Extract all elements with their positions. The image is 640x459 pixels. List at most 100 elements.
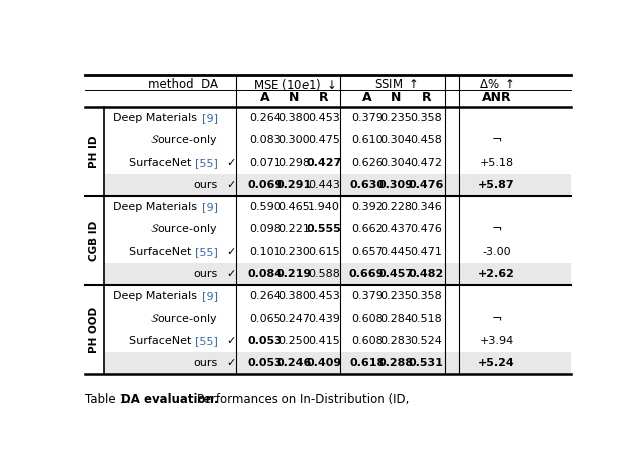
Text: 0.415: 0.415 (308, 336, 340, 346)
Text: N: N (391, 91, 402, 104)
Bar (104, 352, 571, 374)
Text: R: R (319, 91, 329, 104)
Text: N: N (289, 91, 300, 104)
Text: 0.458: 0.458 (410, 135, 442, 146)
Text: 0.246: 0.246 (276, 358, 312, 368)
Text: $\mathcal{S}$ource-only: $\mathcal{S}$ource-only (150, 312, 218, 325)
Text: +5.18: +5.18 (479, 158, 514, 168)
Text: 0.304: 0.304 (381, 135, 412, 146)
Text: 0.309: 0.309 (379, 180, 414, 190)
Text: [55]: [55] (195, 158, 218, 168)
Text: Table 1.: Table 1. (85, 393, 131, 406)
Text: 0.427: 0.427 (307, 158, 342, 168)
Text: 1.940: 1.940 (308, 202, 340, 212)
Text: 0.235: 0.235 (381, 291, 412, 301)
Text: 0.247: 0.247 (278, 313, 310, 324)
Text: 0.083: 0.083 (249, 135, 281, 146)
Text: 0.235: 0.235 (381, 113, 412, 123)
Text: Deep Materials: Deep Materials (113, 291, 201, 301)
Text: 0.098: 0.098 (249, 224, 281, 235)
Text: 0.358: 0.358 (410, 113, 442, 123)
Text: 0.053: 0.053 (248, 358, 282, 368)
Text: -3.00: -3.00 (483, 247, 511, 257)
Text: 0.524: 0.524 (410, 336, 442, 346)
Text: PH OOD: PH OOD (89, 307, 99, 353)
Text: 0.288: 0.288 (379, 358, 414, 368)
Text: A: A (362, 91, 371, 104)
Text: 0.228: 0.228 (380, 202, 412, 212)
Text: 0.457: 0.457 (379, 269, 414, 279)
Bar (104, 174, 571, 196)
Text: 0.531: 0.531 (409, 358, 444, 368)
Text: $\mathcal{S}$ource-only: $\mathcal{S}$ource-only (150, 223, 218, 236)
Text: SSIM $\uparrow$: SSIM $\uparrow$ (374, 78, 419, 91)
Text: 0.588: 0.588 (308, 269, 340, 279)
Text: 0.669: 0.669 (349, 269, 385, 279)
Text: 0.230: 0.230 (278, 247, 310, 257)
Text: 0.630: 0.630 (349, 180, 384, 190)
Text: 0.053: 0.053 (248, 336, 282, 346)
Text: Deep Materials: Deep Materials (113, 113, 201, 123)
Text: ✓: ✓ (227, 269, 236, 279)
Text: ours: ours (194, 180, 218, 190)
Text: ours: ours (194, 358, 218, 368)
Text: 0.219: 0.219 (276, 269, 312, 279)
Text: 0.084: 0.084 (248, 269, 283, 279)
Text: 0.608: 0.608 (351, 336, 383, 346)
Text: 0.608: 0.608 (351, 313, 383, 324)
Text: 0.264: 0.264 (249, 291, 281, 301)
Text: 0.471: 0.471 (410, 247, 442, 257)
Text: 0.264: 0.264 (249, 113, 281, 123)
Text: 0.610: 0.610 (351, 135, 383, 146)
Text: 0.476: 0.476 (410, 224, 442, 235)
Text: 0.453: 0.453 (308, 113, 340, 123)
Bar (104, 263, 571, 285)
Text: A: A (260, 91, 270, 104)
Text: 0.453: 0.453 (308, 291, 340, 301)
Text: 0.380: 0.380 (278, 113, 310, 123)
Text: ANR: ANR (482, 91, 511, 104)
Text: 0.475: 0.475 (308, 135, 340, 146)
Text: 0.250: 0.250 (278, 336, 310, 346)
Text: [55]: [55] (195, 336, 218, 346)
Text: 0.409: 0.409 (307, 358, 342, 368)
Text: ✓: ✓ (227, 247, 236, 257)
Text: 0.439: 0.439 (308, 313, 340, 324)
Text: 0.618: 0.618 (349, 358, 384, 368)
Text: 0.482: 0.482 (408, 269, 444, 279)
Text: 0.298: 0.298 (278, 158, 310, 168)
Text: 0.346: 0.346 (410, 202, 442, 212)
Text: SurfaceNet: SurfaceNet (129, 247, 195, 257)
Text: 0.555: 0.555 (307, 224, 341, 235)
Text: 0.590: 0.590 (249, 202, 281, 212)
Text: [9]: [9] (202, 291, 218, 301)
Text: +3.94: +3.94 (479, 336, 514, 346)
Text: 0.657: 0.657 (351, 247, 383, 257)
Text: ✓: ✓ (227, 180, 236, 190)
Text: 0.476: 0.476 (408, 180, 444, 190)
Text: 0.071: 0.071 (249, 158, 281, 168)
Text: ¬: ¬ (492, 223, 502, 236)
Text: 0.304: 0.304 (381, 158, 412, 168)
Text: 0.392: 0.392 (351, 202, 383, 212)
Text: 0.472: 0.472 (410, 158, 442, 168)
Text: 0.380: 0.380 (278, 291, 310, 301)
Text: [9]: [9] (202, 113, 218, 123)
Text: +5.87: +5.87 (478, 180, 515, 190)
Text: method  DA: method DA (148, 78, 218, 91)
Text: 0.283: 0.283 (381, 336, 412, 346)
Text: 0.445: 0.445 (381, 247, 412, 257)
Text: Deep Materials: Deep Materials (113, 202, 201, 212)
Text: 0.284: 0.284 (380, 313, 412, 324)
Text: 0.379: 0.379 (351, 291, 383, 301)
Text: 0.069: 0.069 (248, 180, 283, 190)
Text: 0.518: 0.518 (410, 313, 442, 324)
Text: 0.615: 0.615 (308, 247, 340, 257)
Text: 0.221: 0.221 (278, 224, 310, 235)
Text: [9]: [9] (202, 202, 218, 212)
Text: PH ID: PH ID (89, 135, 99, 168)
Text: 0.300: 0.300 (278, 135, 310, 146)
Text: $\mathcal{S}$ource-only: $\mathcal{S}$ource-only (150, 134, 218, 147)
Text: SurfaceNet: SurfaceNet (129, 158, 195, 168)
Text: $\Delta$% $\uparrow$: $\Delta$% $\uparrow$ (479, 78, 514, 91)
